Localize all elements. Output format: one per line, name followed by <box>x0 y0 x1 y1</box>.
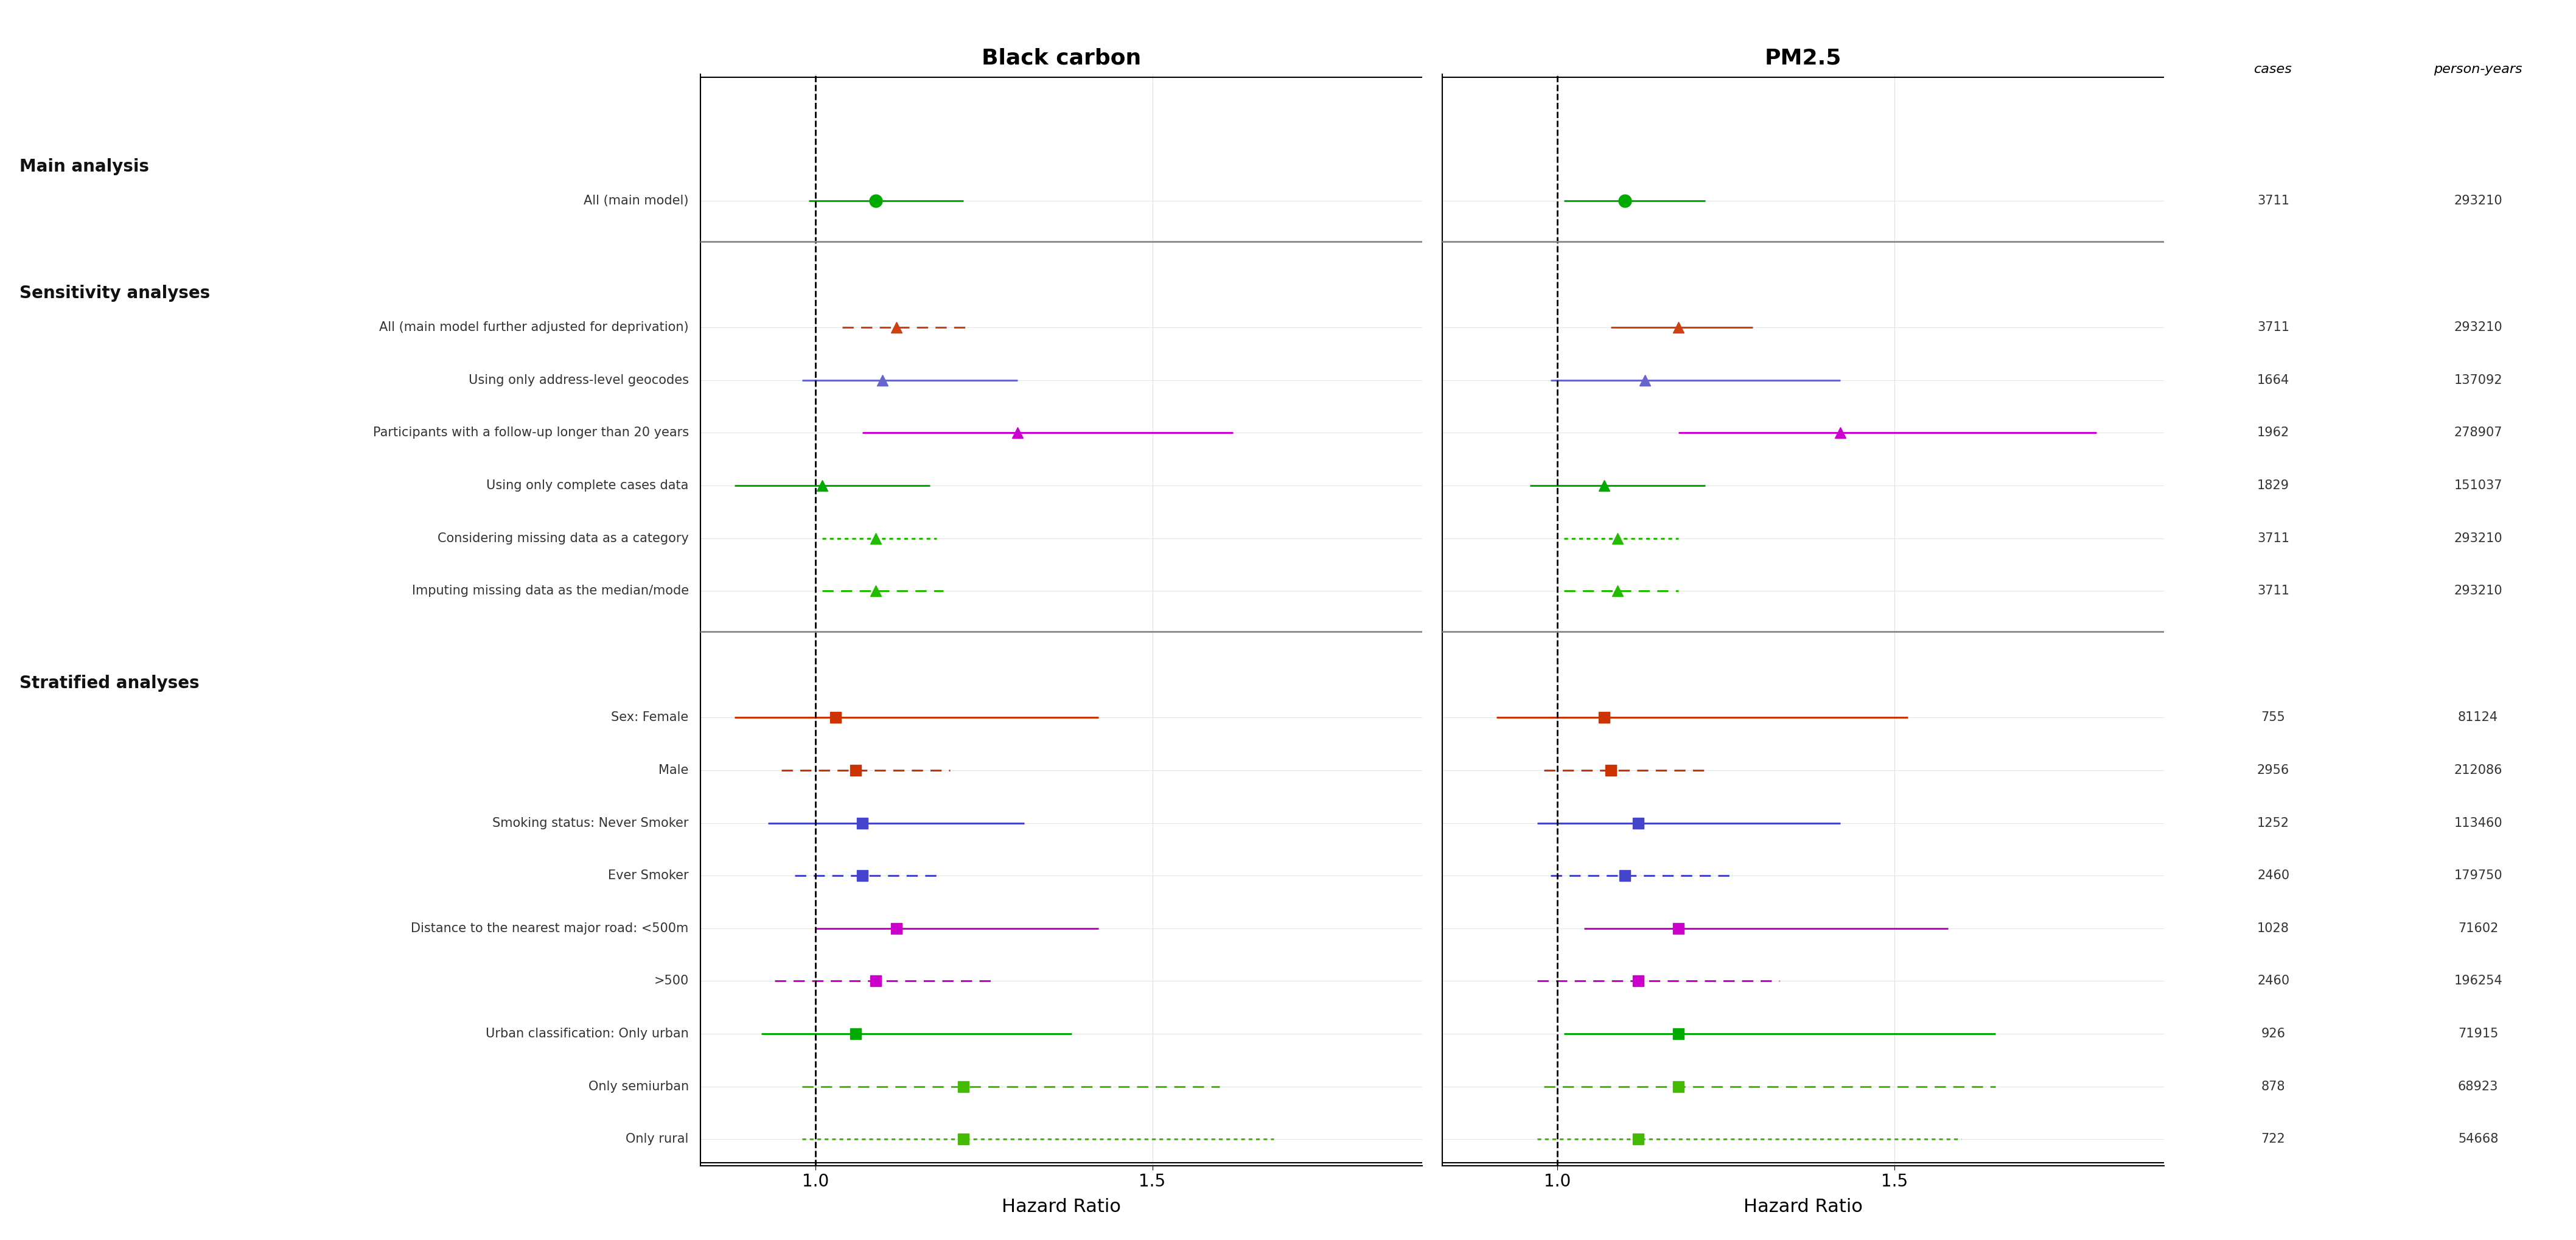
Text: 3711: 3711 <box>2257 195 2290 207</box>
Text: 755: 755 <box>2262 712 2285 724</box>
Text: Stratified analyses: Stratified analyses <box>21 675 198 692</box>
Text: 1028: 1028 <box>2257 923 2290 935</box>
Text: 1664: 1664 <box>2257 374 2290 386</box>
Text: 293210: 293210 <box>2455 195 2501 207</box>
Text: Only semiurban: Only semiurban <box>587 1080 688 1092</box>
Text: 293210: 293210 <box>2455 585 2501 598</box>
Text: 196254: 196254 <box>2455 975 2501 987</box>
Text: Only rural: Only rural <box>626 1133 688 1146</box>
Text: 81124: 81124 <box>2458 712 2499 724</box>
Text: Smoking status: Never Smoker: Smoking status: Never Smoker <box>492 817 688 830</box>
Text: Participants with a follow-up longer than 20 years: Participants with a follow-up longer tha… <box>374 427 688 439</box>
X-axis label: Hazard Ratio: Hazard Ratio <box>1002 1198 1121 1216</box>
Text: Sex: Female: Sex: Female <box>611 712 688 724</box>
Text: 1252: 1252 <box>2257 817 2290 830</box>
X-axis label: Hazard Ratio: Hazard Ratio <box>1744 1198 1862 1216</box>
Text: Considering missing data as a category: Considering missing data as a category <box>438 532 688 544</box>
Text: 926: 926 <box>2262 1028 2285 1040</box>
Text: 3711: 3711 <box>2257 585 2290 598</box>
Text: 54668: 54668 <box>2458 1133 2499 1146</box>
Text: 71915: 71915 <box>2458 1028 2499 1040</box>
Text: 113460: 113460 <box>2455 817 2501 830</box>
Text: 2460: 2460 <box>2257 869 2290 882</box>
Text: Distance to the nearest major road: <500m: Distance to the nearest major road: <500… <box>412 923 688 935</box>
Text: All (main model): All (main model) <box>585 195 688 207</box>
Text: 71602: 71602 <box>2458 923 2499 935</box>
Text: Sensitivity analyses: Sensitivity analyses <box>21 285 211 301</box>
Text: 137092: 137092 <box>2455 374 2501 386</box>
Text: Imputing missing data as the median/mode: Imputing missing data as the median/mode <box>412 585 688 598</box>
Text: 293210: 293210 <box>2455 321 2501 334</box>
Text: person-years: person-years <box>2434 63 2522 76</box>
Text: Main analysis: Main analysis <box>21 159 149 175</box>
Text: 212086: 212086 <box>2455 764 2501 776</box>
Text: 2956: 2956 <box>2257 764 2290 776</box>
Text: cases: cases <box>2254 63 2293 76</box>
Text: 878: 878 <box>2262 1080 2285 1092</box>
Text: 3711: 3711 <box>2257 321 2290 334</box>
Text: 68923: 68923 <box>2458 1080 2499 1092</box>
Text: 1962: 1962 <box>2257 427 2290 439</box>
Text: Urban classification: Only urban: Urban classification: Only urban <box>487 1028 688 1040</box>
Text: Ever Smoker: Ever Smoker <box>608 869 688 882</box>
Text: Using only address-level geocodes: Using only address-level geocodes <box>469 374 688 386</box>
Text: 3711: 3711 <box>2257 532 2290 544</box>
Title: Black carbon: Black carbon <box>981 48 1141 68</box>
Text: Using only complete cases data: Using only complete cases data <box>487 480 688 492</box>
Text: 179750: 179750 <box>2455 869 2501 882</box>
Text: 2460: 2460 <box>2257 975 2290 987</box>
Text: 151037: 151037 <box>2455 480 2501 492</box>
Title: PM2.5: PM2.5 <box>1765 48 1842 68</box>
Text: All (main model further adjusted for deprivation): All (main model further adjusted for dep… <box>379 321 688 334</box>
Text: 722: 722 <box>2262 1133 2285 1146</box>
Text: 293210: 293210 <box>2455 532 2501 544</box>
Text: >500: >500 <box>654 975 688 987</box>
Text: 278907: 278907 <box>2455 427 2501 439</box>
Text: Male: Male <box>659 764 688 776</box>
Text: 1829: 1829 <box>2257 480 2290 492</box>
